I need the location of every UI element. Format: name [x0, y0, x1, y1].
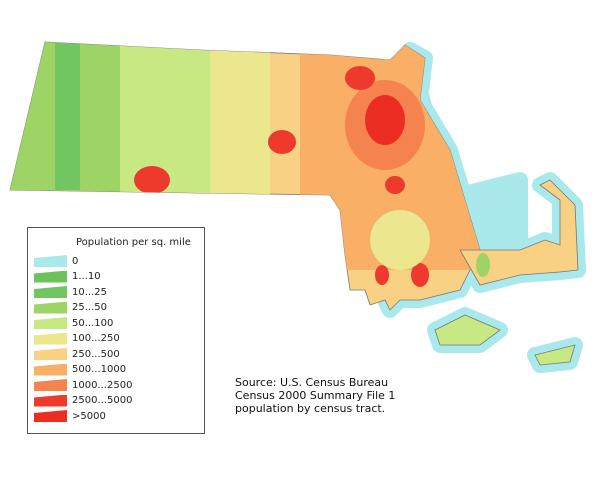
legend-label: 250...500	[72, 348, 120, 360]
legend-item: 100...250	[34, 332, 120, 346]
legend-label: 50...100	[72, 317, 114, 329]
legend-label: 1000...2500	[72, 379, 133, 391]
legend-swatch	[34, 410, 67, 422]
legend-label: 25...50	[72, 302, 107, 313]
legend-item: 1000...2500	[34, 378, 132, 392]
legend-swatch	[34, 363, 67, 376]
legend-label: 100...250	[72, 333, 120, 344]
legend-swatch	[34, 286, 67, 298]
legend-item: 500...1000	[34, 363, 126, 377]
legend-label: 500...1000	[72, 364, 127, 375]
legend-item: >5000	[34, 409, 106, 423]
source-line: population by census tract.	[235, 402, 386, 415]
legend-swatch	[34, 270, 67, 283]
source-note: Source: U.S. Census Bureau Census 2000 S…	[235, 376, 395, 415]
legend-label: 0	[72, 255, 79, 267]
source-line: Census 2000 Summary File 1	[235, 389, 396, 402]
legend-swatch	[34, 301, 67, 314]
legend-item: 250...500	[34, 347, 120, 361]
mainland	[9, 41, 481, 311]
source-line: Source: U.S. Census Bureau	[235, 376, 389, 389]
legend-item: 1...10	[34, 270, 101, 284]
cape-cod	[459, 179, 579, 286]
legend-item: 10...25	[34, 285, 107, 299]
legend-item: 50...100	[34, 316, 113, 330]
marthas-vineyard	[434, 314, 501, 346]
legend-swatch	[34, 317, 67, 329]
cape-green-area	[476, 253, 490, 277]
legend-item: 2500...5000	[34, 394, 132, 408]
legend-swatch	[34, 379, 67, 391]
legend-swatch	[34, 255, 67, 267]
nantucket	[534, 344, 576, 366]
legend-label: 10...25	[72, 286, 107, 298]
legend-item: 25...50	[34, 301, 107, 315]
legend-label: 2500...5000	[72, 395, 133, 406]
legend-item: 0	[34, 254, 78, 268]
legend-label: >5000	[72, 410, 106, 422]
legend-swatch	[34, 332, 67, 345]
legend-swatch	[34, 394, 67, 407]
legend: Population per sq. mile 0 1...10 10...25 25…	[27, 227, 205, 434]
legend-swatch	[34, 348, 67, 360]
legend-title: Population per sq. mile	[76, 237, 191, 248]
legend-label: 1...10	[72, 271, 101, 282]
